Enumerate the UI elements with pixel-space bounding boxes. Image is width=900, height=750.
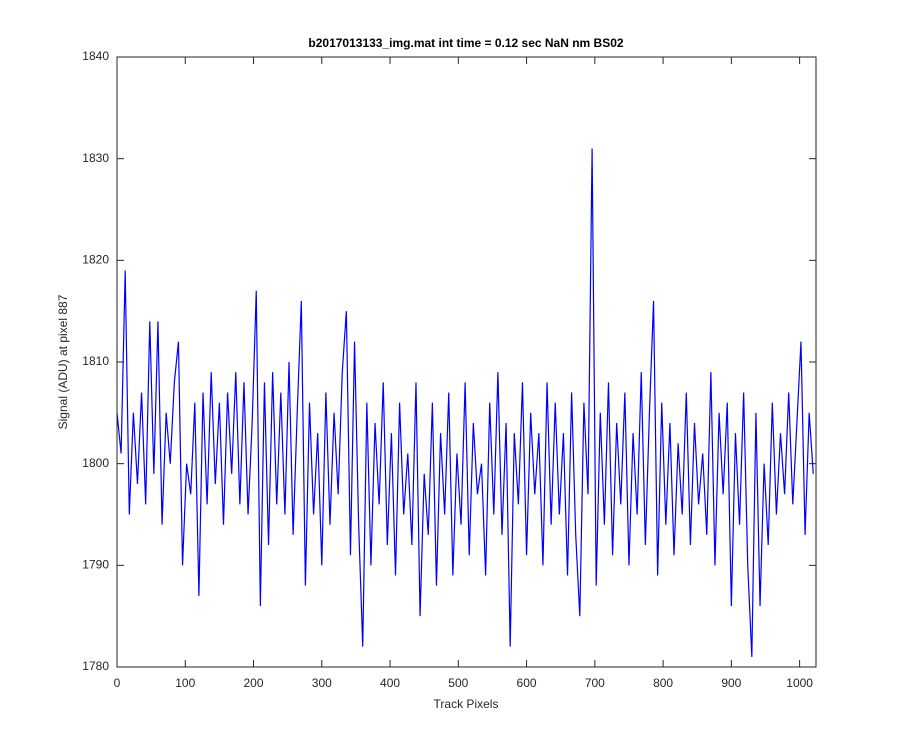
y-tick-label: 1820: [82, 253, 109, 267]
x-tick-label: 300: [312, 676, 332, 690]
x-axis-label: Track Pixels: [434, 697, 499, 711]
y-axis-label: Signal (ADU) at pixel 887: [56, 294, 70, 429]
data-line: [116, 148, 814, 657]
x-tick-label: 400: [380, 676, 400, 690]
x-tick-label: 700: [585, 676, 605, 690]
x-tick-label: 200: [244, 676, 264, 690]
x-tick-label: 500: [448, 676, 468, 690]
x-tick-label: 1000: [786, 676, 813, 690]
y-tick-label: 1830: [82, 151, 109, 165]
chart-title: b2017013133_img.mat int time = 0.12 sec …: [308, 36, 623, 50]
plot-frame: [116, 56, 817, 668]
x-tick-label: 600: [517, 676, 537, 690]
y-tick-label: 1790: [82, 558, 109, 572]
x-tick-label: 800: [653, 676, 673, 690]
x-tick-label: 0: [114, 676, 121, 690]
y-tick-label: 1840: [82, 49, 109, 63]
y-tick-label: 1800: [82, 456, 109, 470]
x-tick-label: 900: [721, 676, 741, 690]
x-tick-label: 100: [175, 676, 195, 690]
y-tick-label: 1780: [82, 659, 109, 673]
y-tick-label: 1810: [82, 354, 109, 368]
